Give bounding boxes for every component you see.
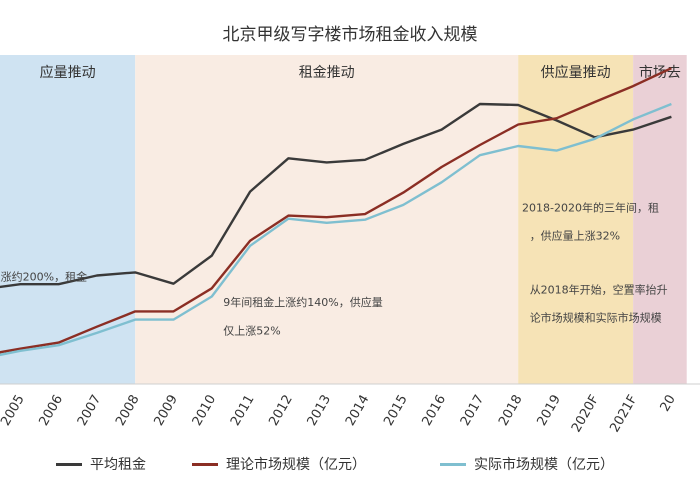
- band-2: [518, 55, 634, 384]
- x-tick-label: 2008: [113, 393, 143, 429]
- legend-swatch: [440, 462, 466, 466]
- legend-item-avg-rent: 平均租金: [56, 454, 146, 474]
- x-tick-label: 2018: [496, 393, 526, 429]
- x-tick-label: 2010: [190, 393, 220, 429]
- band-label: 供应量推动: [541, 64, 611, 81]
- band-1: [135, 55, 519, 384]
- x-tick-labels: 2005 2006 2007 2008 2009 2010 2011 2012 2013 2014…: [0, 393, 679, 436]
- x-tick-label: 2014: [343, 393, 373, 429]
- annotation: 从2018年开始，空置率抬升: [530, 282, 668, 296]
- x-tick-label: 2005: [0, 393, 28, 429]
- x-tick-label: 2007: [75, 393, 105, 429]
- annotation: ，供应量上涨32%: [530, 229, 620, 243]
- annotation: 9年间租金上涨约140%，供应量: [223, 295, 382, 309]
- annotation: 上涨约200%，租金: [0, 270, 87, 284]
- x-tick-label: 2021F: [607, 393, 640, 436]
- chart-title: 北京甲级写字楼市场租金收入规模: [222, 25, 478, 45]
- series-line-2: [0, 102, 672, 357]
- series-line-0: [0, 102, 672, 289]
- x-tick-label: 2011: [228, 393, 258, 429]
- x-tick-label: 2015: [381, 393, 411, 429]
- series-lines: [0, 67, 672, 357]
- annotation: 论市场规模和实际市场规模: [530, 311, 662, 325]
- band-3: [633, 55, 687, 384]
- x-tick-label: 2012: [266, 393, 296, 429]
- x-tick-label: 2020F: [569, 393, 602, 436]
- band-0: [0, 55, 136, 384]
- band-label: 租金推动: [299, 65, 355, 81]
- period-bands: 应量推动 租金推动 供应量推动 市场去: [0, 55, 687, 384]
- legend-swatch: [56, 462, 82, 466]
- annotation: 2018-2020年的三年间，租: [522, 201, 659, 215]
- x-tick-label: 2016: [420, 393, 450, 429]
- legend-label: 理论市场规模（亿元）: [226, 457, 366, 473]
- x-tick-label: 2009: [151, 393, 181, 429]
- band-label: 应量推动: [40, 64, 96, 81]
- annotation: 仅上涨52%: [223, 324, 280, 337]
- legend-label: 实际市场规模（亿元）: [474, 457, 614, 473]
- legend: 平均租金 理论市场规模（亿元） 实际市场规模（亿元）: [0, 454, 700, 478]
- legend-swatch: [192, 462, 218, 466]
- x-tick-label: 2017: [458, 393, 488, 429]
- series-line-1: [0, 67, 672, 354]
- x-tick-label: 2013: [305, 393, 335, 429]
- x-tick-label: 2006: [37, 393, 67, 429]
- x-tick-label: 2019: [534, 393, 564, 429]
- x-tick-label: 20: [658, 393, 679, 415]
- legend-item-theoretical: 理论市场规模（亿元）: [192, 454, 366, 474]
- legend-label: 平均租金: [90, 457, 146, 473]
- legend-item-actual: 实际市场规模（亿元）: [440, 454, 614, 474]
